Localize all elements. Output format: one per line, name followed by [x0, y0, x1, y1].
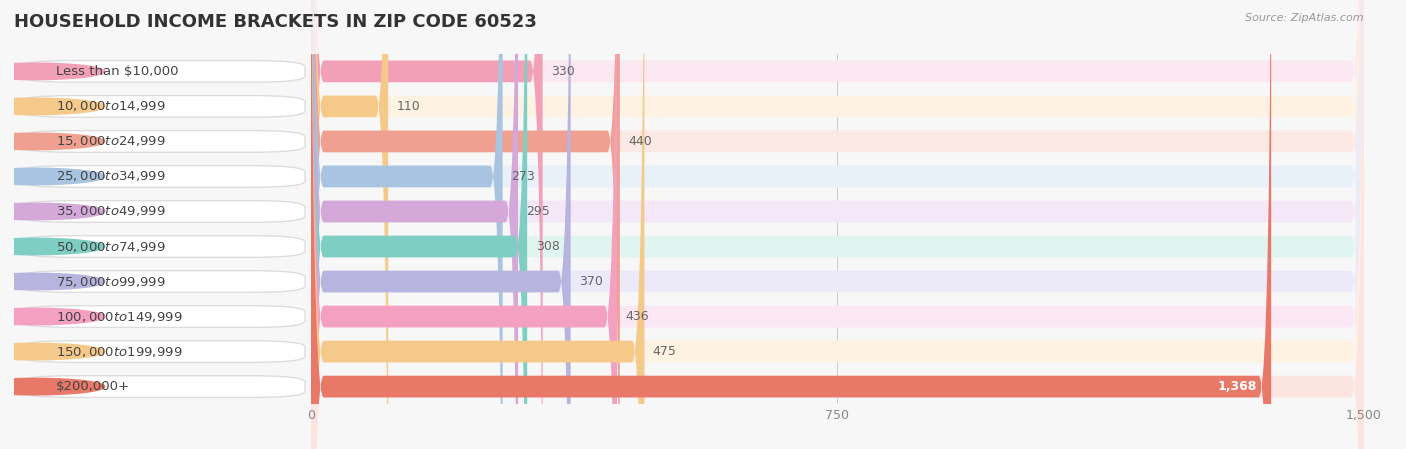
FancyBboxPatch shape: [20, 166, 305, 187]
Text: 1,368: 1,368: [1218, 380, 1257, 393]
Circle shape: [0, 63, 105, 79]
FancyBboxPatch shape: [311, 0, 1271, 449]
Text: 475: 475: [652, 345, 676, 358]
FancyBboxPatch shape: [311, 0, 1364, 449]
Circle shape: [0, 379, 105, 395]
Text: 370: 370: [579, 275, 603, 288]
FancyBboxPatch shape: [20, 376, 305, 397]
Text: 330: 330: [551, 65, 575, 78]
Text: $25,000 to $34,999: $25,000 to $34,999: [56, 169, 166, 184]
FancyBboxPatch shape: [311, 0, 620, 449]
Circle shape: [0, 238, 105, 255]
FancyBboxPatch shape: [311, 0, 502, 449]
Text: $100,000 to $149,999: $100,000 to $149,999: [56, 309, 183, 324]
FancyBboxPatch shape: [20, 341, 305, 362]
Circle shape: [0, 343, 105, 360]
FancyBboxPatch shape: [311, 0, 527, 449]
Text: $200,000+: $200,000+: [56, 380, 129, 393]
Text: 110: 110: [396, 100, 420, 113]
Circle shape: [0, 203, 105, 220]
FancyBboxPatch shape: [20, 61, 305, 82]
Text: $75,000 to $99,999: $75,000 to $99,999: [56, 274, 166, 289]
FancyBboxPatch shape: [311, 0, 1364, 449]
FancyBboxPatch shape: [20, 131, 305, 152]
FancyBboxPatch shape: [311, 0, 1364, 449]
FancyBboxPatch shape: [20, 236, 305, 257]
Text: Source: ZipAtlas.com: Source: ZipAtlas.com: [1246, 13, 1364, 23]
Text: 273: 273: [510, 170, 534, 183]
Text: $150,000 to $199,999: $150,000 to $199,999: [56, 344, 183, 359]
Text: $35,000 to $49,999: $35,000 to $49,999: [56, 204, 166, 219]
Text: 308: 308: [536, 240, 560, 253]
FancyBboxPatch shape: [311, 0, 1364, 449]
FancyBboxPatch shape: [311, 0, 543, 449]
Text: $15,000 to $24,999: $15,000 to $24,999: [56, 134, 166, 149]
FancyBboxPatch shape: [20, 96, 305, 117]
Circle shape: [0, 308, 105, 325]
Circle shape: [0, 98, 105, 114]
FancyBboxPatch shape: [311, 0, 388, 449]
FancyBboxPatch shape: [311, 0, 571, 449]
FancyBboxPatch shape: [311, 0, 617, 449]
FancyBboxPatch shape: [20, 271, 305, 292]
Text: 295: 295: [526, 205, 550, 218]
FancyBboxPatch shape: [311, 0, 1364, 449]
Text: HOUSEHOLD INCOME BRACKETS IN ZIP CODE 60523: HOUSEHOLD INCOME BRACKETS IN ZIP CODE 60…: [14, 13, 537, 31]
FancyBboxPatch shape: [311, 0, 1364, 449]
Circle shape: [0, 273, 105, 290]
FancyBboxPatch shape: [311, 0, 644, 449]
Text: Less than $10,000: Less than $10,000: [56, 65, 179, 78]
Circle shape: [0, 133, 105, 150]
FancyBboxPatch shape: [311, 0, 1364, 449]
Text: 436: 436: [626, 310, 650, 323]
FancyBboxPatch shape: [311, 0, 1364, 449]
FancyBboxPatch shape: [311, 0, 517, 449]
FancyBboxPatch shape: [20, 201, 305, 222]
Text: $10,000 to $14,999: $10,000 to $14,999: [56, 99, 166, 114]
Text: $50,000 to $74,999: $50,000 to $74,999: [56, 239, 166, 254]
Circle shape: [0, 168, 105, 185]
FancyBboxPatch shape: [311, 0, 1364, 449]
FancyBboxPatch shape: [20, 306, 305, 327]
FancyBboxPatch shape: [311, 0, 1364, 449]
Text: 440: 440: [628, 135, 652, 148]
